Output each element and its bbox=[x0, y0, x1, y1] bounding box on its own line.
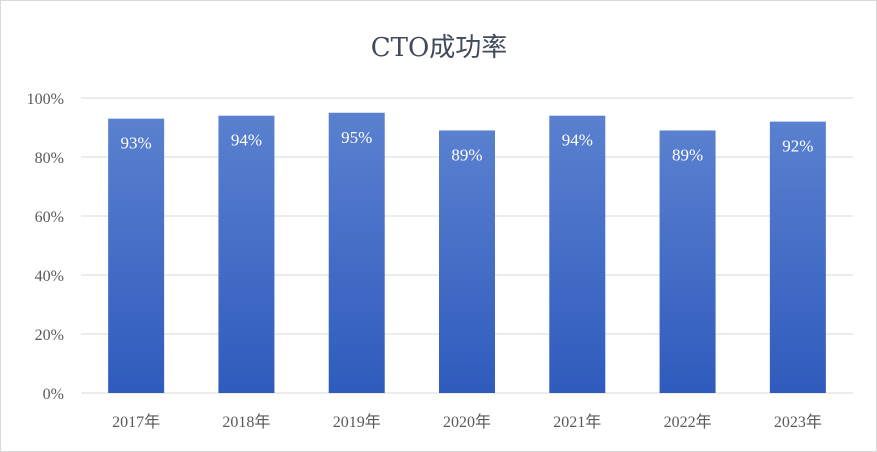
bar bbox=[659, 130, 716, 393]
data-labels: 93% 94% 95% 89% 94% 89% 92% bbox=[121, 128, 814, 165]
data-label: 92% bbox=[782, 137, 813, 156]
data-label: 89% bbox=[672, 145, 703, 164]
x-tick-label: 2022年 bbox=[664, 413, 712, 431]
y-axis-ticks: 0% 20% 40% 60% 80% 100% bbox=[27, 91, 64, 403]
bar bbox=[218, 115, 275, 393]
x-tick-label: 2017年 bbox=[112, 413, 160, 431]
x-tick-label: 2018年 bbox=[222, 413, 270, 431]
data-label: 93% bbox=[121, 134, 152, 153]
data-label: 94% bbox=[562, 131, 593, 150]
bar bbox=[549, 115, 606, 393]
data-label: 89% bbox=[451, 145, 482, 164]
y-tick-label: 0% bbox=[43, 386, 64, 403]
bars bbox=[108, 112, 826, 394]
chart-title: CTO成功率 bbox=[371, 33, 508, 63]
x-tick-label: 2020年 bbox=[443, 413, 491, 431]
x-axis-ticks: 2017年 2018年 2019年 2020年 2021年 2022年 2023年 bbox=[112, 413, 822, 431]
bar bbox=[108, 118, 165, 394]
bar bbox=[769, 121, 826, 393]
y-tick-label: 60% bbox=[35, 209, 64, 226]
y-tick-label: 40% bbox=[35, 268, 64, 285]
bar bbox=[439, 130, 495, 393]
bar bbox=[328, 112, 385, 393]
data-label: 94% bbox=[231, 131, 262, 150]
y-tick-label: 20% bbox=[35, 327, 64, 344]
x-tick-label: 2021年 bbox=[553, 413, 601, 431]
data-label: 95% bbox=[341, 128, 372, 147]
y-tick-label: 100% bbox=[27, 91, 64, 108]
y-tick-label: 80% bbox=[35, 150, 64, 167]
x-tick-label: 2019年 bbox=[333, 413, 381, 431]
x-tick-label: 2023年 bbox=[774, 413, 822, 431]
